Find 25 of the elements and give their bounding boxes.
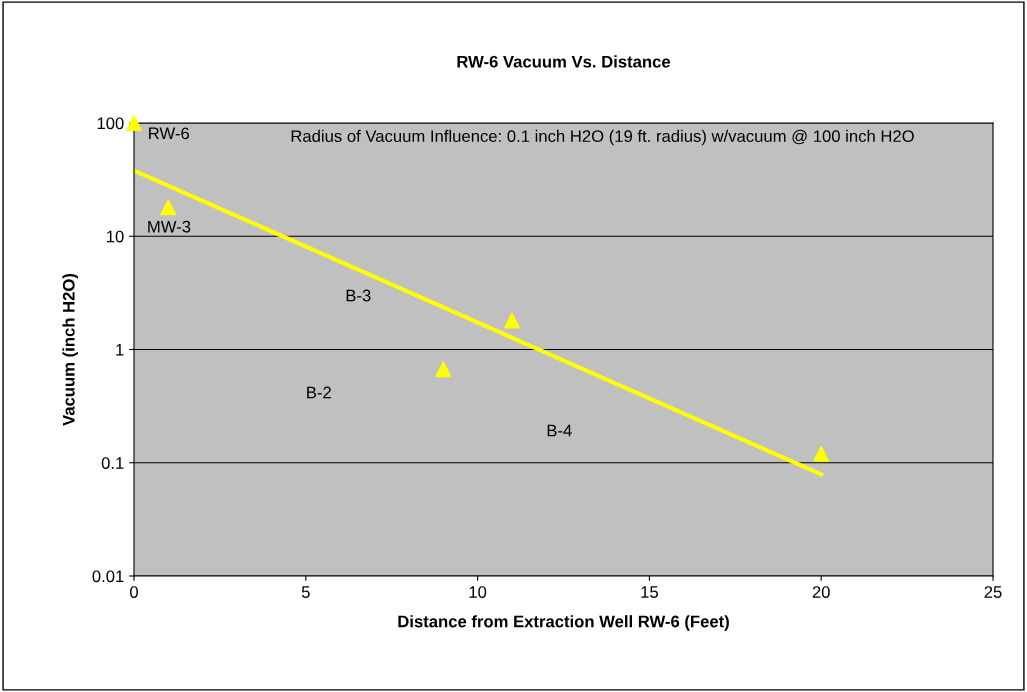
x-axis-title: Distance from Extraction Well RW-6 (Feet) (398, 615, 729, 631)
x-tick-label: 15 (641, 586, 658, 598)
annotation: B-4 (547, 424, 572, 437)
chart-title: RW-6 Vacuum Vs. Distance (457, 55, 671, 68)
y-tick-label: 10 (107, 230, 124, 243)
x-tick-label: 20 (812, 586, 830, 598)
y-tick-label: 1 (116, 344, 124, 356)
point (160, 199, 177, 216)
y-tick-label: 0.1 (101, 457, 124, 469)
point (813, 445, 830, 462)
annotation: Radius of Vacuum Influence: 0.1 inch H2O (19 ft. radius) w/vacuum @ 100 inch H2O (291, 129, 914, 146)
y-tick-label: 100 (97, 117, 124, 130)
point (435, 361, 452, 378)
x-tick-label: 5 (301, 586, 310, 598)
annotation: RW-6 (149, 127, 190, 140)
y-axis-title: Vacuum (inch H2O) (62, 273, 78, 426)
point (126, 115, 142, 131)
x-tick-label: 10 (469, 586, 487, 598)
annotation: MW-3 (148, 220, 191, 233)
x-tick-label: 0 (130, 586, 138, 598)
x-tick-label: 25 (984, 586, 1002, 598)
point (503, 312, 520, 329)
y-tick-label: 0.01 (92, 570, 124, 583)
annotation: B-3 (346, 289, 371, 302)
annotation: B-2 (307, 386, 331, 399)
